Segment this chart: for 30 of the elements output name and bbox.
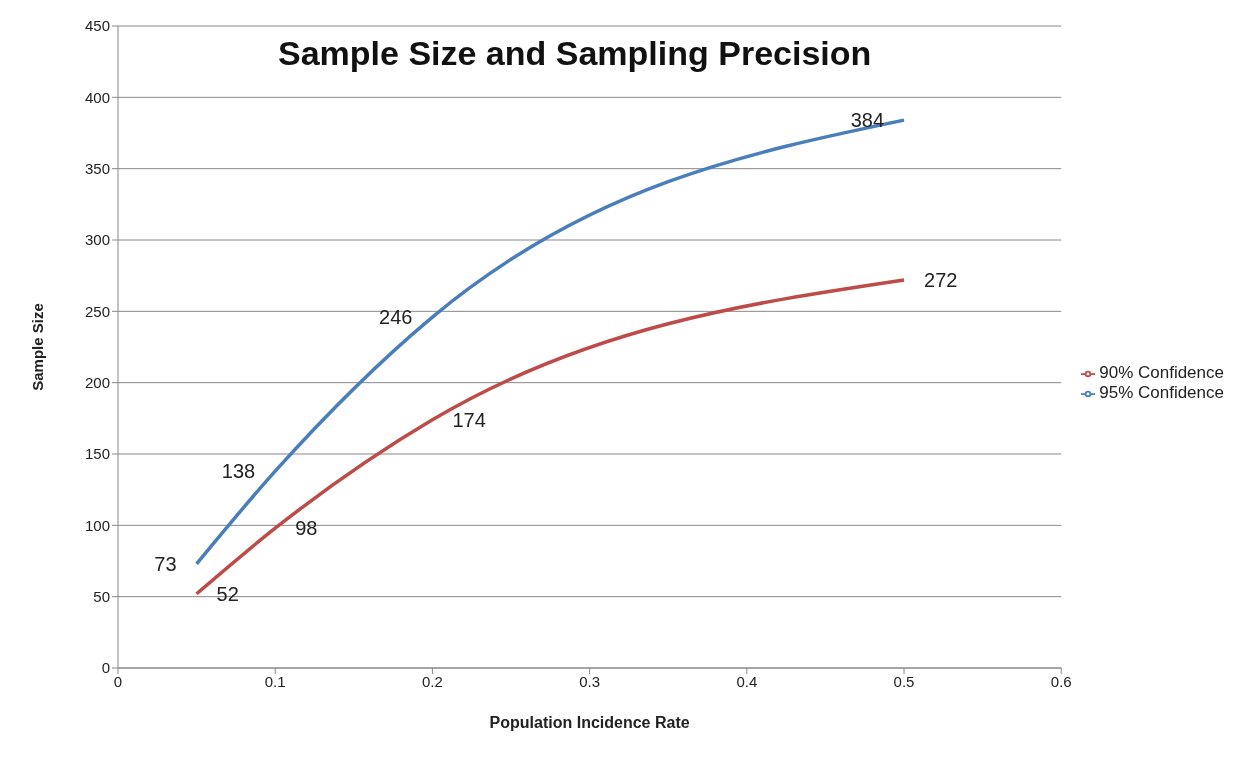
x-tick-label: 0.2 [421, 672, 443, 690]
y-tick-label: 250 [84, 302, 110, 320]
y-tick-label: 350 [84, 159, 110, 177]
x-tick-label: 0.6 [1050, 672, 1072, 690]
y-tick-label: 400 [84, 88, 110, 106]
data-label: 138 [221, 460, 256, 483]
data-label: 174 [452, 408, 486, 431]
x-tick-label: 0.1 [264, 672, 286, 690]
y-tick-label: 450 [84, 17, 110, 35]
y-tick-label: 150 [84, 445, 110, 463]
data-label: 98 [295, 517, 318, 540]
y-tick-label: 0 [101, 659, 110, 677]
data-label: 246 [379, 306, 413, 329]
data-label: 384 [850, 109, 885, 132]
data-label: 52 [216, 582, 239, 605]
y-tick-label: 200 [84, 373, 110, 391]
x-tick-label: 0 [113, 672, 123, 690]
x-tick-label: 0.4 [736, 672, 758, 690]
legend-label: 95% Confidence [1099, 383, 1224, 402]
x-axis-title: Population Incidence Rate [489, 714, 690, 731]
chart-title: Sample Size and Sampling Precision [278, 34, 872, 73]
legend-label: 90% Confidence [1099, 363, 1224, 382]
y-tick-label: 100 [84, 516, 110, 534]
y-tick-label: 300 [84, 231, 110, 249]
y-tick-label: 50 [93, 587, 110, 605]
x-tick-label: 0.3 [579, 672, 601, 690]
data-label: 73 [154, 552, 177, 575]
x-tick-label: 0.5 [893, 672, 915, 690]
y-axis-title: Sample Size [29, 303, 47, 391]
data-label: 272 [924, 269, 958, 292]
